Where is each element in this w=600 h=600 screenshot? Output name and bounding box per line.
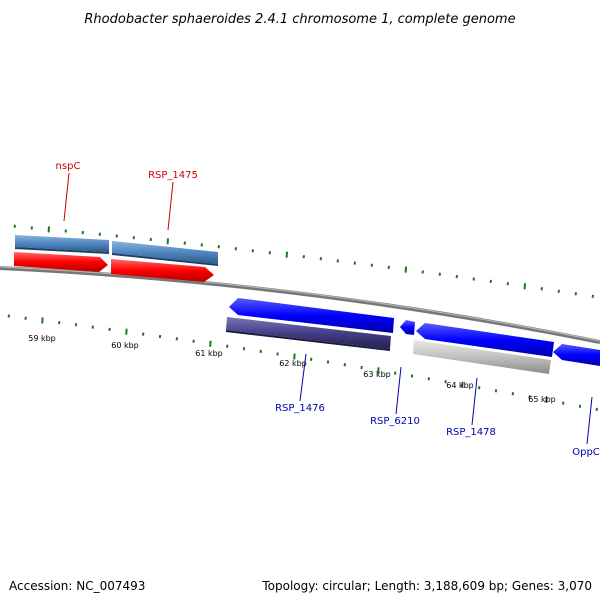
cds-RSP_1476[interactable]: [226, 317, 391, 349]
gene-label-RSP_6210[interactable]: RSP_6210: [370, 416, 420, 427]
forward-features: [14, 235, 218, 282]
gene-arrow-nspC[interactable]: [14, 252, 108, 272]
tick-label: 63 kbp: [363, 370, 391, 379]
genome-info-text: Topology: circular; Length: 3,188,609 bp…: [262, 579, 592, 593]
cds-RSP_1475[interactable]: [112, 241, 218, 264]
map-title: Rhodobacter sphaeroides 2.4.1 chromosome…: [84, 12, 515, 27]
tick-label: 62 kbp: [279, 359, 307, 368]
gene-label-RSP_1476[interactable]: RSP_1476: [275, 403, 325, 414]
tick-label: 61 kbp: [195, 349, 223, 358]
gene-labels: nspC RSP_1475 RSP_1476 RSP_6210 RSP_1478…: [56, 161, 600, 458]
gene-label-OppC[interactable]: OppC: [572, 447, 600, 458]
cds-nspC[interactable]: [15, 235, 109, 252]
tick-marks: [7, 224, 598, 412]
gene-label-RSP_1475[interactable]: RSP_1475: [148, 170, 198, 181]
tick-label: 65 kbp: [528, 395, 556, 404]
tick-label: 59 kbp: [28, 334, 56, 343]
tick-label: 64 kbp: [446, 381, 474, 390]
gene-arrow-RSP_1475[interactable]: [111, 259, 214, 282]
gene-arrow-OppC[interactable]: [553, 344, 600, 366]
gene-label-RSP_1478[interactable]: RSP_1478: [446, 427, 496, 438]
tick-labels: 59 kbp 60 kbp 61 kbp 62 kbp 63 kbp 64 kb…: [28, 334, 556, 404]
gene-arrow-RSP_1476[interactable]: [229, 298, 394, 333]
reverse-features: [226, 298, 600, 374]
gene-arrow-RSP_6210[interactable]: [400, 320, 415, 335]
cds-RSP_1478[interactable]: [413, 340, 551, 374]
gene-arrow-RSP_1478[interactable]: [416, 323, 554, 357]
accession-text: Accession: NC_007493: [9, 579, 146, 593]
gene-label-nspC[interactable]: nspC: [56, 161, 81, 172]
genome-backbone: [0, 266, 600, 344]
tick-label: 60 kbp: [111, 341, 139, 350]
